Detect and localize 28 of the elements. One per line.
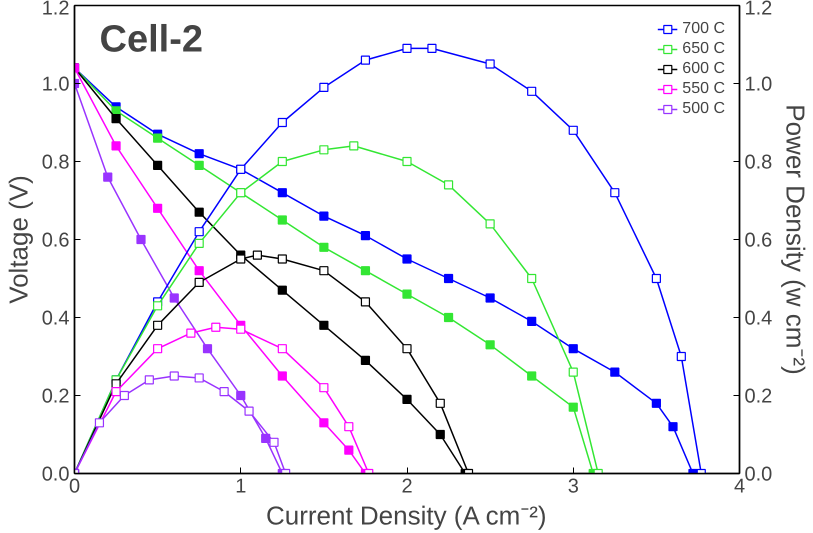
y2-tick-label: 0.0 [744,464,772,486]
x-tick-label: 1 [235,476,246,498]
x-tick-label: 2 [401,476,413,498]
y2-tick-label: 1.0 [744,74,772,96]
x-axis-title: Current Density (A cm⁻²) [266,500,547,530]
y-tick-label: 0.4 [42,308,70,330]
y2-tick-label: 1.2 [744,0,772,20]
x-tick-label: 3 [568,476,579,498]
y-axis-title: Voltage (V) [4,175,34,304]
y-tick-label: 1.2 [42,0,70,20]
legend-label: 600 C [682,60,725,78]
chart-title: Cell-2 [100,18,203,60]
y-tick-label: 1.0 [42,74,70,96]
y2-tick-label: 0.2 [744,386,772,408]
legend-label: 500 C [682,100,725,118]
x-tick-label: 4 [734,476,746,498]
y-tick-label: 0.8 [42,152,70,174]
legend-label: 700 C [682,20,725,38]
legend-label: 650 C [682,40,725,58]
y2-tick-label: 0.8 [744,152,772,174]
legend-label: 550 C [682,80,725,98]
x-tick-label: 0 [68,476,80,498]
y-tick-label: 0.2 [42,386,70,408]
y2-tick-label: 0.6 [744,230,772,252]
y2-axis-title: Power Density (w cm⁻²) [780,104,810,375]
y-tick-label: 0.6 [42,230,70,252]
y-tick-label: 0.0 [42,464,70,486]
y2-tick-label: 0.4 [744,308,772,330]
